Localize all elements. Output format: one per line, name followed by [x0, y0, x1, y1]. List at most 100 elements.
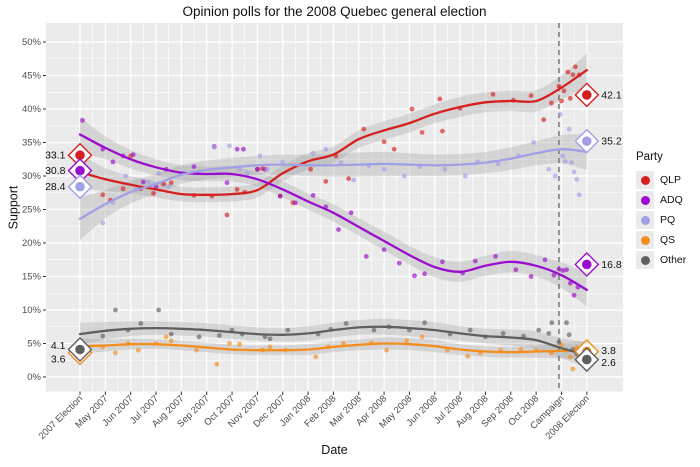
y-tick-label: 5% [27, 339, 41, 350]
poll-point-QS [465, 353, 471, 359]
y-tick-label: 15% [22, 272, 42, 283]
poll-point-QS [227, 341, 232, 346]
poll-point-PQ [402, 173, 407, 179]
poll-point-QLP [548, 100, 554, 106]
poll-point-PQ [310, 150, 316, 156]
poll-point-ADQ [255, 166, 260, 172]
result-label-2007-ADQ: 30.8 [45, 165, 66, 177]
legend-entry-label: QLP [660, 174, 682, 186]
poll-point-PQ [156, 170, 162, 176]
poll-point-QLP [346, 176, 351, 182]
trend-line-ADQ [78, 133, 588, 292]
poll-point-QLP [573, 64, 578, 70]
legend-key-dot [640, 255, 650, 265]
poll-point-QLP [490, 91, 496, 97]
poll-point-ADQ [567, 280, 573, 286]
poll-point-ADQ [348, 210, 354, 216]
poll-point-ADQ [241, 146, 246, 152]
result-2007-Other [67, 337, 93, 363]
poll-point-ADQ [363, 254, 369, 259]
result-label-2007-QS: 3.6 [51, 353, 66, 365]
poll-point-Other [422, 320, 427, 326]
legend-key [636, 231, 654, 249]
poll-point-QS [567, 354, 573, 360]
poll-point-QLP [561, 88, 567, 94]
y-tick-label: 50% [22, 37, 42, 48]
poll-point-PQ [552, 173, 558, 179]
legend-title: Party [636, 151, 663, 163]
trend-line-QLP [78, 68, 588, 196]
poll-point-PQ [265, 166, 270, 172]
poll-point-PQ [571, 169, 577, 175]
gridlines [46, 23, 623, 392]
poll-point-Other [549, 320, 555, 326]
poll-point-PQ [495, 161, 501, 167]
poll-point-Other [546, 331, 552, 336]
poll-point-PQ [557, 112, 563, 117]
legend-key-dot [640, 175, 650, 185]
poll-point-QLP [323, 179, 329, 184]
legend-entries: QLP ADQ PQ QS Other [636, 170, 686, 270]
result-label-2008-PQ: 35.2 [601, 136, 622, 148]
y-axis-title: Support [6, 185, 21, 230]
y-axis: 0% 5% 10% 15% 20% 25% 30% 35% 40% 45% 50% [22, 37, 46, 383]
poll-point-Other [500, 331, 506, 336]
poll-point-ADQ [80, 118, 85, 123]
poll-point-QLP [437, 96, 443, 102]
poll-point-QS [570, 366, 576, 372]
poll-point-QS [267, 344, 273, 350]
poll-point-ADQ [493, 254, 498, 259]
poll-point-ADQ [560, 268, 566, 273]
band-QLP [80, 53, 587, 203]
poll-point-PQ [531, 140, 536, 145]
legend-entry-QLP: QLP [636, 170, 686, 190]
y-tick-label: 10% [22, 305, 42, 316]
poll-point-QLP [567, 95, 573, 101]
poll-point-ADQ [191, 164, 197, 170]
trend-lines [78, 68, 588, 357]
result-label-2008-QLP: 42.1 [601, 89, 622, 101]
poll-point-Other [267, 336, 273, 342]
poll-point-PQ [546, 166, 552, 172]
poll-point-QLP [419, 130, 425, 135]
poll-point-QLP [440, 128, 445, 134]
poll-point-PQ [569, 160, 574, 166]
result-label-2008-QS: 3.8 [601, 345, 616, 357]
poll-point-QS [163, 334, 169, 340]
poll-point-ADQ [571, 292, 577, 298]
poll-point-ADQ [140, 179, 146, 185]
result-2008-QLP [574, 82, 600, 108]
y-tick-label: 45% [22, 71, 42, 82]
poll-point-ADQ [310, 193, 316, 198]
y-tick-label: 30% [22, 171, 42, 182]
poll-point-PQ [462, 173, 468, 179]
legend-entry-label: ADQ [660, 194, 683, 206]
poll-point-ADQ [110, 159, 116, 165]
poll-point-PQ [211, 144, 217, 150]
poll-point-QS [113, 350, 118, 356]
poll-point-QS [419, 334, 425, 340]
y-tick-label: 20% [22, 238, 42, 249]
poll-point-Other [100, 333, 106, 339]
poll-point-ADQ [472, 258, 478, 264]
poll-point-ADQ [440, 259, 445, 265]
poll-point-PQ [237, 166, 243, 172]
result-2008-PQ [574, 128, 600, 154]
poll-point-QS [404, 338, 410, 344]
result-label-2007-PQ: 28.4 [45, 181, 66, 193]
poll-point-Other [285, 327, 291, 333]
poll-point-QLP [570, 72, 576, 78]
legend-entry-label: QS [660, 234, 676, 246]
poll-point-ADQ [528, 274, 534, 279]
poll-point-Other [467, 327, 473, 333]
poll-point-QLP [391, 146, 397, 152]
poll-point-ADQ [564, 267, 569, 273]
poll-point-QLP [151, 191, 156, 196]
poll-point-Other [196, 334, 202, 340]
poll-point-ADQ [381, 247, 387, 253]
poll-point-ADQ [336, 227, 341, 233]
band-QS [80, 337, 587, 360]
poll-point-PQ [576, 192, 582, 198]
result-2008-ADQ [574, 251, 600, 277]
